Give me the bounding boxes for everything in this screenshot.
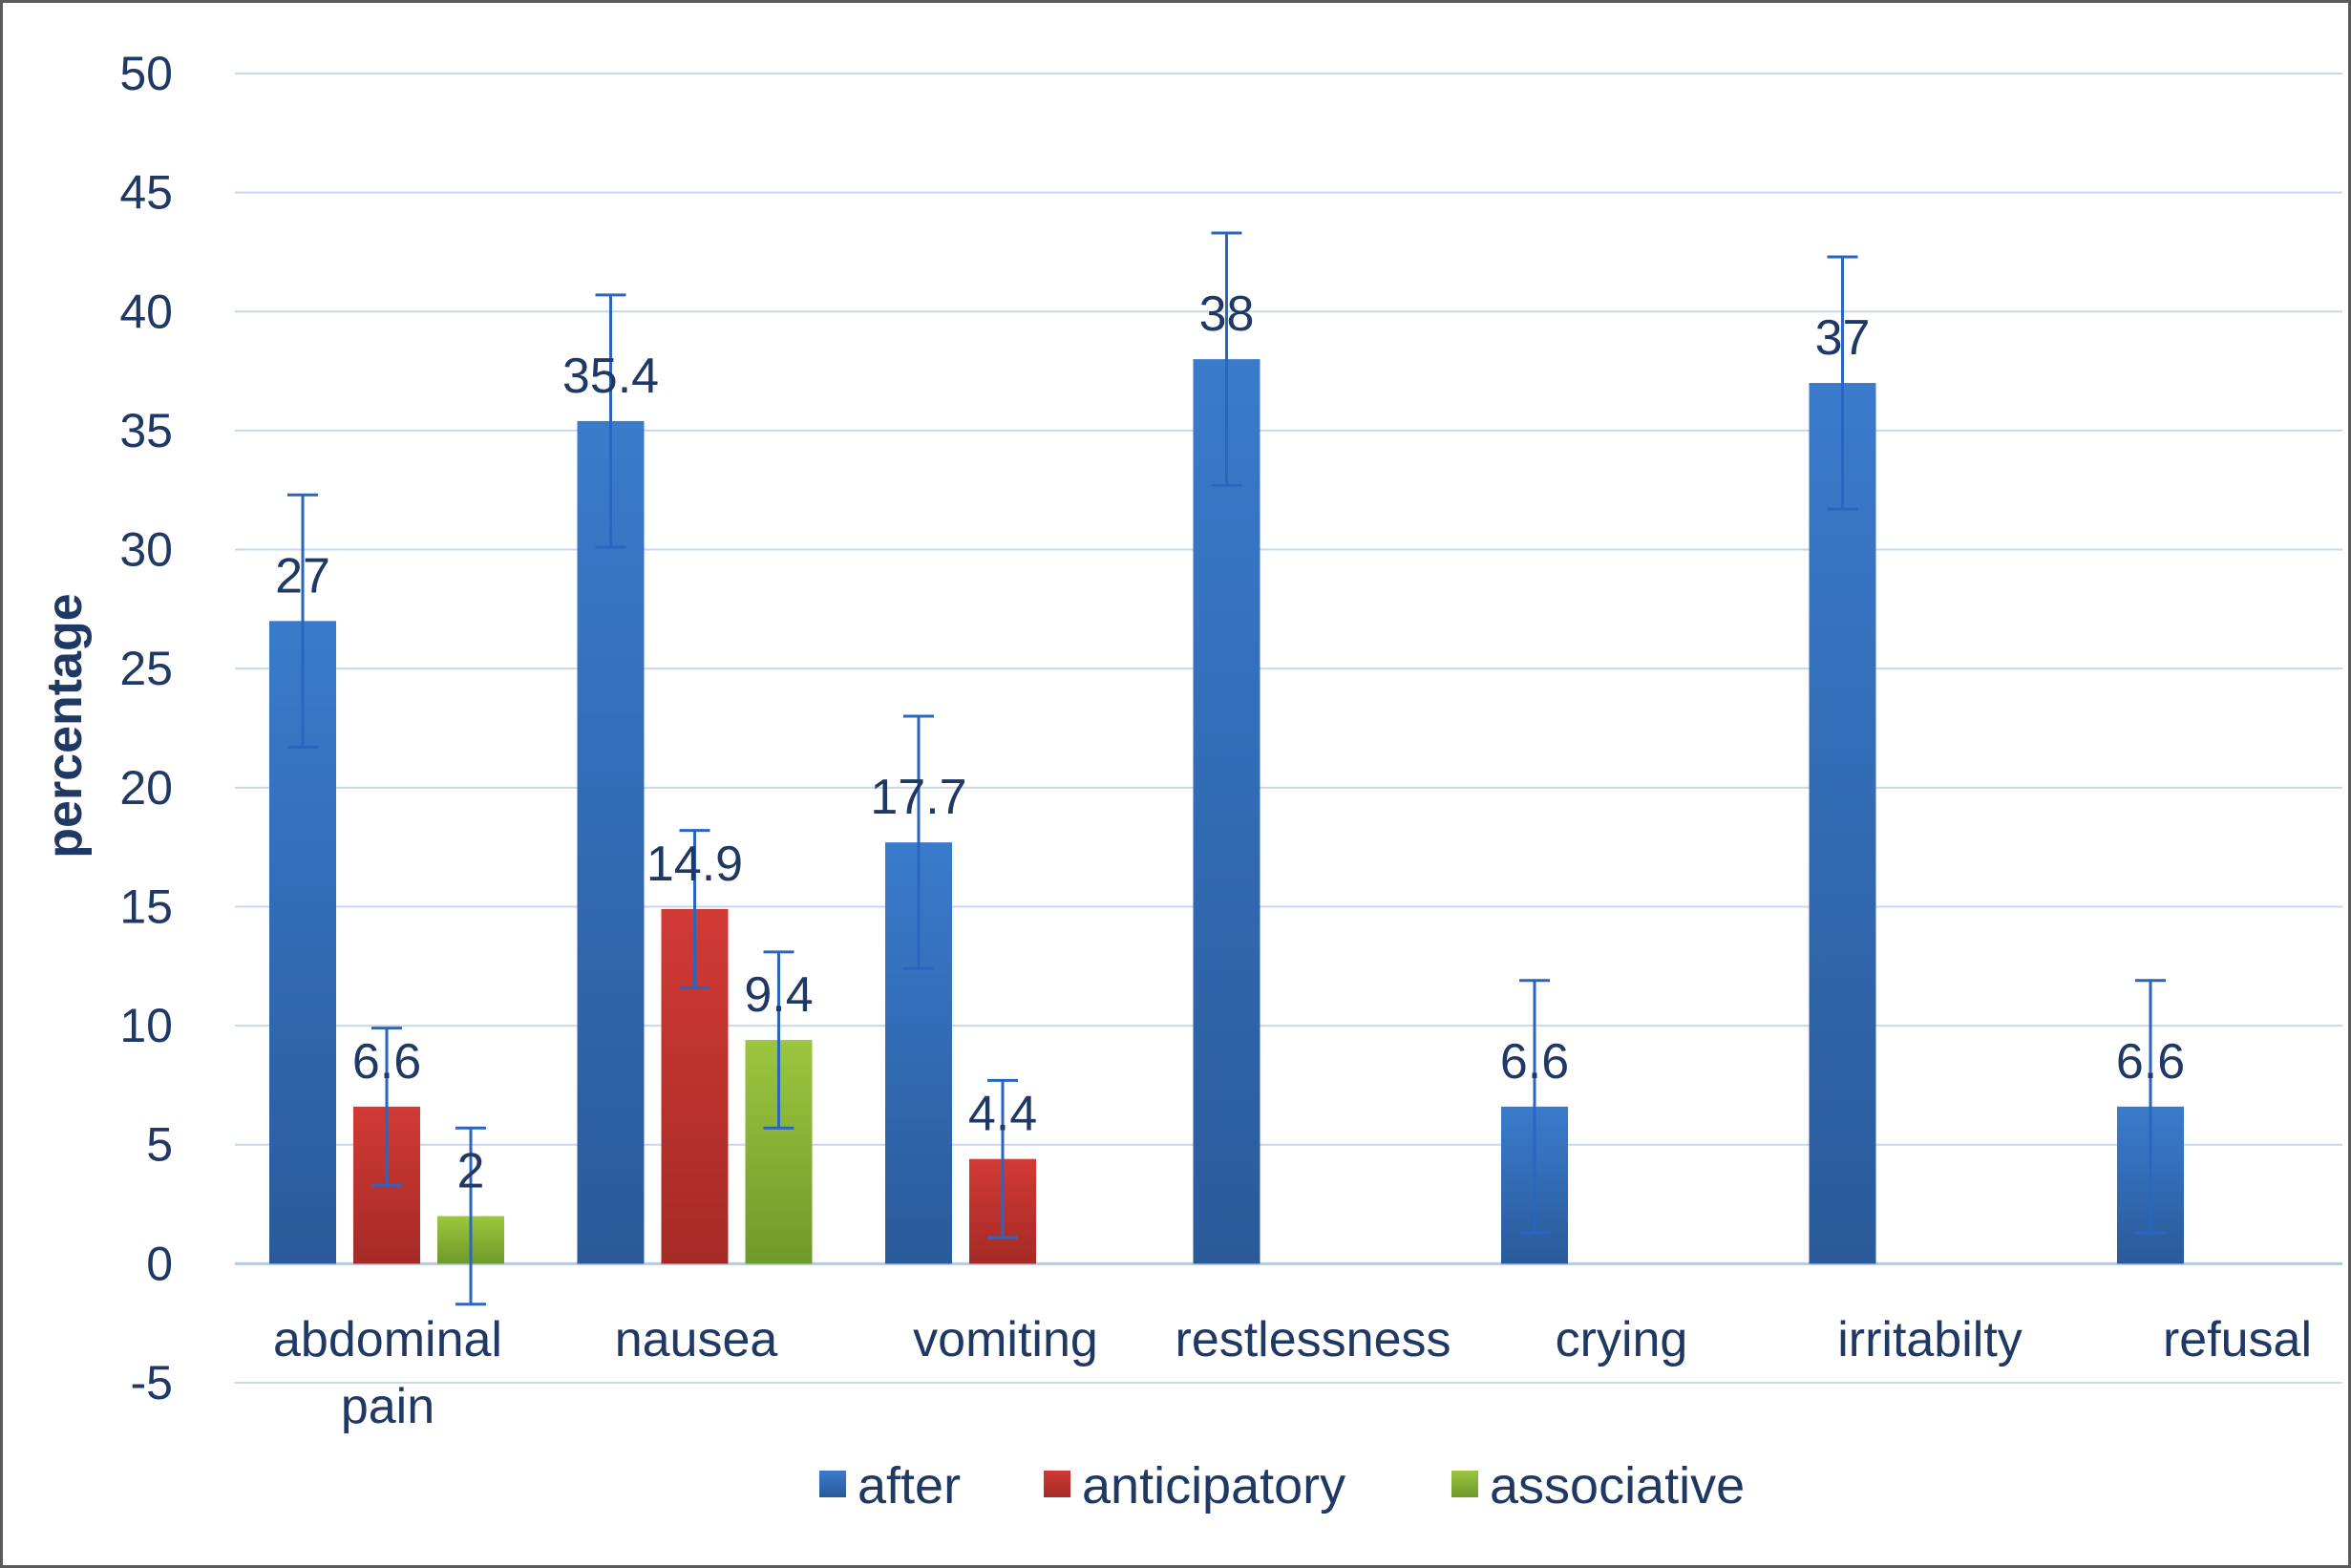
bar-after	[577, 420, 645, 1264]
y-tick-label: 10	[119, 999, 173, 1052]
legend: after anticipatory associative	[819, 1457, 1745, 1515]
x-category-label: vomiting	[913, 1312, 1098, 1367]
y-tick-label: 5	[146, 1118, 173, 1172]
legend-swatch-associative	[1451, 1471, 1478, 1497]
legend-label-associative: associative	[1490, 1457, 1745, 1515]
legend-swatch-after	[819, 1471, 846, 1497]
bar-after	[1193, 359, 1260, 1264]
data-label-after: 6.6	[1500, 1034, 1569, 1090]
y-tick-label: 20	[119, 761, 173, 815]
data-label-after: 35.4	[562, 349, 659, 404]
x-category-label: abdominal	[273, 1312, 502, 1367]
data-label-anticipatory: 6.6	[352, 1034, 421, 1090]
error-bars	[287, 231, 2166, 1306]
y-tick-label: -5	[131, 1356, 173, 1409]
gridlines	[235, 73, 2342, 1384]
x-category-labels: abdominal pain nausea vomiting restlessness c…	[273, 1312, 2312, 1434]
y-axis-title: percentage	[37, 593, 93, 858]
data-label-after: 37	[1815, 310, 1871, 366]
bar-after	[1809, 383, 1876, 1264]
bars	[269, 359, 2184, 1264]
y-tick-label: 40	[119, 285, 173, 338]
y-tick-label: 45	[119, 166, 173, 220]
data-label-anticipatory: 14.9	[646, 837, 743, 892]
x-category-label: nausea	[615, 1312, 778, 1367]
legend-swatch-anticipatory	[1044, 1471, 1070, 1497]
x-category-label: irritabilty	[1837, 1312, 2023, 1367]
y-tick-label: 30	[119, 523, 173, 577]
data-label-anticipatory: 4.4	[968, 1087, 1037, 1142]
y-tick-label: 25	[119, 642, 173, 695]
data-labels: 27 6.6 2 35.4 14.9 9.4 17.7 4.4 38 6.6 37 6.6	[275, 286, 2185, 1198]
data-label-associative: 2	[457, 1144, 485, 1199]
x-category-label: pain	[341, 1379, 434, 1434]
y-tick-label: 0	[146, 1237, 173, 1290]
x-category-label: restlessness	[1176, 1312, 1451, 1367]
data-label-after: 6.6	[2116, 1034, 2185, 1090]
x-category-label: crying	[1556, 1312, 1688, 1367]
y-tick-label: 15	[119, 879, 173, 933]
data-label-after: 38	[1199, 286, 1255, 342]
data-label-after: 27	[275, 548, 330, 604]
x-category-label: refusal	[2163, 1312, 2312, 1367]
data-label-after: 17.7	[870, 770, 966, 825]
legend-label-anticipatory: anticipatory	[1082, 1457, 1345, 1515]
y-tick-label: 35	[119, 404, 173, 457]
y-tick-label: 50	[119, 47, 173, 100]
data-label-associative: 9.4	[744, 967, 813, 1023]
legend-label-after: after	[858, 1457, 961, 1515]
